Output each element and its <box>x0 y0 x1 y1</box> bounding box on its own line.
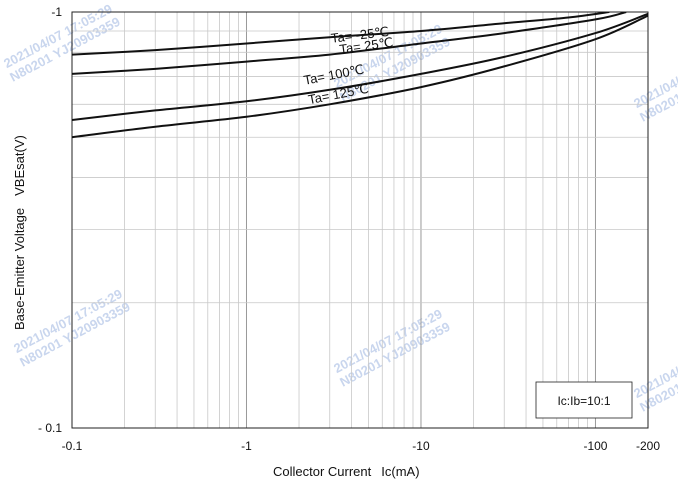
condition-box-label: Ic:Ib=10:1 <box>557 394 610 408</box>
series-line-3 <box>72 14 648 139</box>
x-tick-labels: -0.1 -1 -10 -100 -200 <box>62 439 661 453</box>
x-tick-label: -1 <box>241 439 252 453</box>
series-line-0 <box>72 12 610 56</box>
series-line-2 <box>72 12 648 121</box>
series-label-1: Ta= 25℃ <box>339 34 395 56</box>
x-tick-label: -0.1 <box>62 439 83 453</box>
y-tick-label: -1 <box>51 5 62 19</box>
series-layer <box>72 12 648 139</box>
x-tick-label: -100 <box>583 439 607 453</box>
y-axis-label: Base-Emitter VoltageVBEsat(V) <box>12 135 27 330</box>
x-axis-label: Collector Current Ic(mA) <box>273 464 420 479</box>
condition-box: Ic:Ib=10:1 <box>535 381 633 419</box>
y-tick-labels: -1 - 0.1 <box>38 5 62 435</box>
series-line-1 <box>72 12 627 75</box>
y-tick-label: - 0.1 <box>38 421 62 435</box>
x-tick-label: -200 <box>636 439 660 453</box>
x-tick-label: -10 <box>412 439 430 453</box>
series-label-0: Ta= -25℃ <box>330 24 390 46</box>
plot-frame <box>71 11 649 429</box>
